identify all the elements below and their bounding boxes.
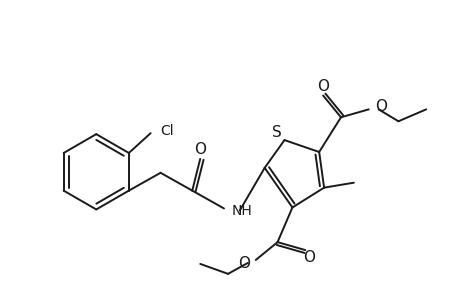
Text: O: O [302,250,314,266]
Text: S: S [271,125,281,140]
Text: O: O [316,79,328,94]
Text: O: O [194,142,206,158]
Text: O: O [237,256,249,272]
Text: O: O [374,99,386,114]
Text: NH: NH [231,204,252,218]
Text: Cl: Cl [160,124,174,138]
